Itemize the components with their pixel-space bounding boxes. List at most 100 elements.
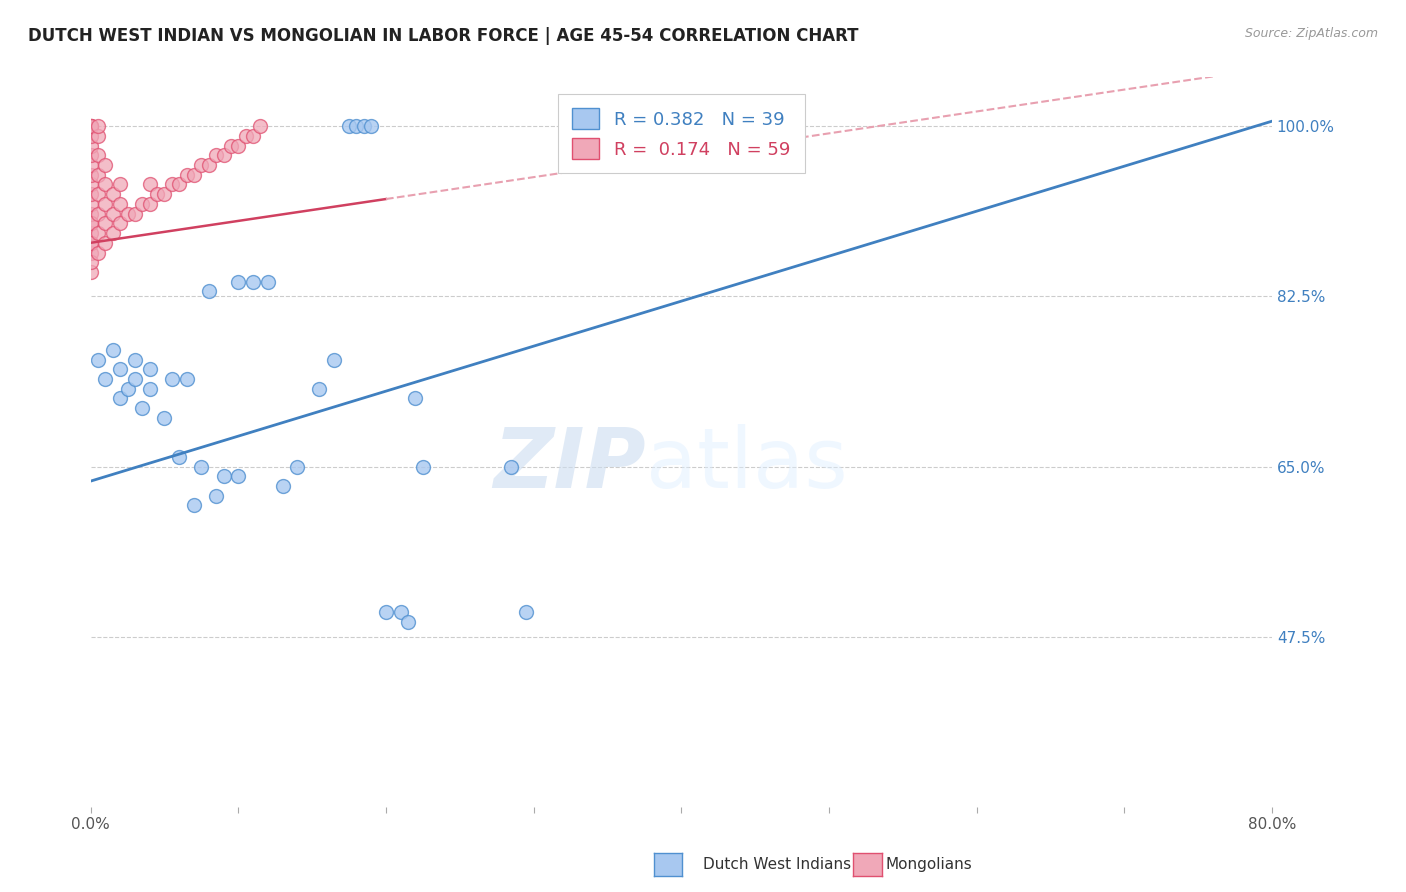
- Point: [79, 245, 101, 260]
- Point: [87, 168, 110, 182]
- Point: [176, 168, 198, 182]
- Point: [124, 372, 146, 386]
- Point: [94, 197, 117, 211]
- Point: [94, 158, 117, 172]
- Point: [108, 197, 131, 211]
- Point: [197, 158, 219, 172]
- Point: [138, 382, 160, 396]
- Point: [219, 138, 242, 153]
- Point: [117, 206, 139, 220]
- Point: [153, 187, 176, 202]
- Point: [108, 392, 131, 406]
- Point: [176, 372, 198, 386]
- Point: [79, 235, 101, 250]
- Point: [79, 119, 101, 133]
- Point: [501, 459, 523, 474]
- Point: [79, 206, 101, 220]
- Point: [404, 392, 426, 406]
- Point: [205, 489, 228, 503]
- Point: [87, 206, 110, 220]
- Point: [87, 148, 110, 162]
- Point: [249, 119, 271, 133]
- Point: [117, 382, 139, 396]
- Point: [212, 469, 235, 483]
- Text: Mongolians: Mongolians: [886, 857, 973, 872]
- Point: [226, 138, 249, 153]
- Point: [153, 410, 176, 425]
- Point: [124, 352, 146, 367]
- Text: Dutch West Indians: Dutch West Indians: [703, 857, 851, 872]
- Point: [167, 178, 190, 192]
- Point: [79, 235, 101, 250]
- Point: [235, 128, 257, 143]
- Point: [87, 226, 110, 240]
- Point: [167, 450, 190, 464]
- Point: [79, 119, 101, 133]
- Point: [138, 362, 160, 376]
- Point: [353, 119, 375, 133]
- Point: [101, 206, 124, 220]
- Point: [79, 178, 101, 192]
- Point: [323, 352, 346, 367]
- Point: [108, 362, 131, 376]
- Point: [183, 168, 205, 182]
- Point: [79, 255, 101, 269]
- Point: [146, 187, 169, 202]
- Point: [226, 469, 249, 483]
- Point: [256, 275, 278, 289]
- Point: [101, 343, 124, 357]
- Text: ZIP: ZIP: [494, 424, 645, 505]
- Point: [190, 459, 212, 474]
- Point: [389, 606, 412, 620]
- Point: [101, 187, 124, 202]
- Text: Source: ZipAtlas.com: Source: ZipAtlas.com: [1244, 27, 1378, 40]
- Point: [79, 187, 101, 202]
- Point: [101, 226, 124, 240]
- Point: [160, 178, 183, 192]
- Point: [190, 158, 212, 172]
- Point: [79, 216, 101, 230]
- Point: [242, 275, 264, 289]
- Point: [344, 119, 367, 133]
- Point: [212, 148, 235, 162]
- Point: [79, 128, 101, 143]
- Point: [412, 459, 434, 474]
- Point: [79, 216, 101, 230]
- Point: [79, 226, 101, 240]
- Point: [79, 265, 101, 279]
- Point: [79, 197, 101, 211]
- Text: atlas: atlas: [645, 424, 848, 505]
- Point: [108, 178, 131, 192]
- Point: [131, 401, 153, 416]
- Point: [87, 128, 110, 143]
- Point: [131, 197, 153, 211]
- Point: [197, 285, 219, 299]
- Point: [374, 606, 396, 620]
- Point: [79, 158, 101, 172]
- Point: [515, 606, 537, 620]
- Text: DUTCH WEST INDIAN VS MONGOLIAN IN LABOR FORCE | AGE 45-54 CORRELATION CHART: DUTCH WEST INDIAN VS MONGOLIAN IN LABOR …: [28, 27, 859, 45]
- Point: [183, 499, 205, 513]
- Point: [79, 168, 101, 182]
- Point: [87, 352, 110, 367]
- Point: [205, 148, 228, 162]
- Point: [94, 216, 117, 230]
- Point: [94, 235, 117, 250]
- Point: [79, 148, 101, 162]
- Point: [108, 216, 131, 230]
- Point: [160, 372, 183, 386]
- Point: [396, 615, 419, 629]
- Point: [94, 372, 117, 386]
- Point: [337, 119, 360, 133]
- Point: [285, 459, 308, 474]
- Point: [138, 178, 160, 192]
- Point: [87, 119, 110, 133]
- Point: [87, 245, 110, 260]
- Point: [360, 119, 382, 133]
- Legend: R = 0.382   N = 39, R =  0.174   N = 59: R = 0.382 N = 39, R = 0.174 N = 59: [558, 94, 804, 173]
- Point: [308, 382, 330, 396]
- Point: [87, 187, 110, 202]
- Point: [138, 197, 160, 211]
- Point: [242, 128, 264, 143]
- Point: [94, 178, 117, 192]
